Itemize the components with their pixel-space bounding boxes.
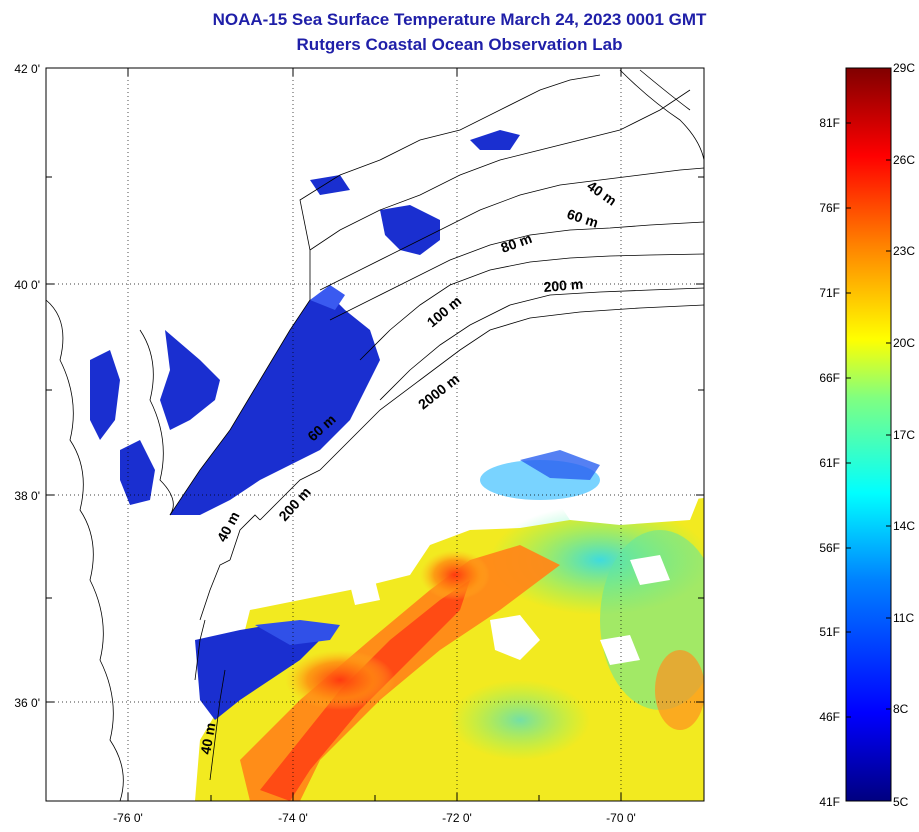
cold-water-hatteras xyxy=(195,625,320,720)
lon-tick-label: -70 0' xyxy=(606,811,636,825)
axis-ticks xyxy=(46,68,704,801)
colorbar-f-label: 81F xyxy=(819,116,840,130)
colorbar-f-label: 56F xyxy=(819,541,840,555)
colorbar xyxy=(845,67,892,802)
sst-data-layer xyxy=(90,130,704,801)
colorbar-f-label: 41F xyxy=(819,795,840,809)
colorbar-c-label: 17C xyxy=(893,428,915,442)
contour-label: 200 m xyxy=(543,276,584,295)
lon-tick-label: -76 0' xyxy=(113,811,143,825)
colorbar-c-label: 23C xyxy=(893,244,915,258)
lat-tick-label: 40 0' xyxy=(14,278,40,292)
colorbar-f-label: 76F xyxy=(819,201,840,215)
map-title-line2: Rutgers Coastal Ocean Observation Lab xyxy=(296,35,623,54)
lat-tick-label: 42 0' xyxy=(14,62,40,76)
map-title-line1: NOAA-15 Sea Surface Temperature March 24… xyxy=(212,10,707,29)
cold-water-longisland xyxy=(380,205,440,255)
colorbar-c-label: 26C xyxy=(893,153,915,167)
cold-water-delaware-bay xyxy=(160,330,220,430)
colorbar-f-label: 51F xyxy=(819,625,840,639)
colorbar-c-label: 20C xyxy=(893,336,915,350)
coastline-contours xyxy=(46,69,704,801)
colorbar-c-label: 29C xyxy=(893,61,915,75)
cold-water-shelf xyxy=(170,290,380,515)
lat-tick-label: 36 0' xyxy=(14,696,40,710)
cold-water-chesapeake xyxy=(90,350,120,440)
colorbar-ticks xyxy=(846,67,891,718)
colorbar-f-label: 66F xyxy=(819,371,840,385)
colorbar-c-label: 5C xyxy=(893,795,909,809)
contour-label: 40 m xyxy=(197,721,218,755)
lon-tick-label: -74 0' xyxy=(278,811,308,825)
colorbar-c-label: 11C xyxy=(893,611,914,625)
lat-tick-label: 38 0' xyxy=(14,489,40,503)
lon-tick-label: -72 0' xyxy=(442,811,472,825)
graticule xyxy=(46,68,704,801)
colorbar-c-label: 14C xyxy=(893,519,915,533)
colorbar-f-label: 46F xyxy=(819,710,840,724)
colorbar-f-label: 71F xyxy=(819,286,840,300)
colorbar-f-label: 61F xyxy=(819,456,840,470)
colorbar-c-label: 8C xyxy=(893,702,909,716)
